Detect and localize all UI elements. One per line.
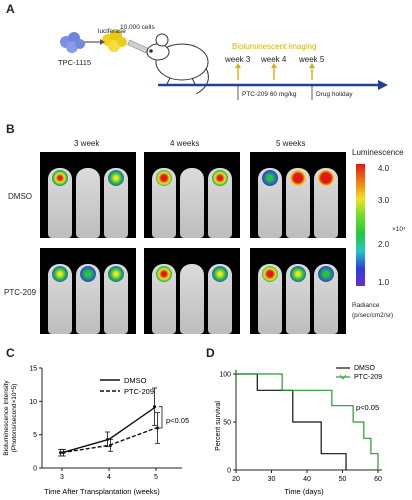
- panel-d-chart: 0 50 100 20 30 40 50 60 Percent survival Time (…: [215, 365, 382, 496]
- d-xtick-label: 60: [374, 476, 382, 483]
- c-legend-ptc: PTC-209: [124, 387, 154, 396]
- photo-dmso-5w: [250, 152, 346, 238]
- holiday-text: Drug holiday: [316, 91, 353, 98]
- c-point: [156, 426, 159, 430]
- photo-dmso-3w: [40, 152, 136, 238]
- d-xtick-label: 20: [232, 476, 240, 483]
- color-scale-bar: [356, 164, 365, 286]
- d-xlabel: Time (days): [284, 487, 324, 496]
- c-point: [59, 451, 62, 455]
- c-series-line-0: [61, 406, 157, 454]
- scale-exponent: ×10⁴: [392, 226, 406, 233]
- panel-c-chart: 0 5 10 15 3 4 5 Bioluminescence Intensity (Pho…: [3, 366, 189, 497]
- luciferase-text: luciferase: [98, 28, 126, 35]
- imaging-text: Bioluminescent imaging: [232, 42, 317, 51]
- panel-c-label: C: [6, 346, 15, 360]
- panel-d-label: D: [206, 346, 215, 360]
- scale-tick-3: 3.0: [378, 196, 390, 205]
- c-xtick-label: 3: [60, 474, 64, 481]
- c-ytick-label: 5: [33, 432, 37, 439]
- c-series-line-1: [61, 427, 157, 454]
- c-point: [153, 405, 156, 409]
- panel-a-diagram: [60, 30, 388, 100]
- week-arrows: [237, 68, 313, 80]
- cells-text: 10,000 cells: [120, 24, 155, 31]
- c-legend-dmso: DMSO: [124, 376, 147, 385]
- row-label-ptc: PTC-209: [4, 288, 37, 297]
- c-xtick-label: 4: [107, 474, 111, 481]
- d-ytick-label: 0: [227, 468, 231, 475]
- c-ytick-label: 10: [29, 399, 37, 406]
- d-legend-dmso: DMSO: [354, 365, 376, 372]
- panel-a-label: A: [6, 2, 15, 16]
- c-ytick-label: 0: [33, 466, 37, 473]
- c-xtick-label: 5: [154, 474, 158, 481]
- d-survival-line-1: [236, 373, 379, 470]
- mouse-icon: [146, 33, 209, 95]
- c-ylabel-2: (Photons/second×10^5): [11, 384, 18, 453]
- scale-tick-1: 1.0: [378, 278, 390, 287]
- row-label-dmso: DMSO: [8, 192, 32, 201]
- d-legend-ptc: PTC-209: [354, 374, 382, 381]
- scale-tick-2: 2.0: [378, 240, 390, 249]
- c-point: [106, 437, 109, 441]
- c-pvalue: p<0.05: [166, 416, 189, 425]
- d-xtick-label: 40: [303, 476, 311, 483]
- week-3-text: week 3: [225, 55, 251, 64]
- photo-dmso-4w: [144, 152, 240, 238]
- photo-ptc-4w: [144, 248, 240, 334]
- blue-cells-icon: [60, 32, 85, 53]
- scale-tick-4: 4.0: [378, 164, 390, 173]
- panel-b-label: B: [6, 122, 15, 136]
- d-xtick-label: 50: [339, 476, 347, 483]
- d-survival-line-0: [236, 373, 347, 470]
- photo-ptc-3w: [40, 248, 136, 334]
- d-ylabel: Percent survival: [215, 401, 222, 451]
- c-significance-bracket: [159, 406, 163, 429]
- d-xtick-label: 30: [268, 476, 276, 483]
- col-label-4w: 4 weeks: [170, 139, 200, 148]
- scale-title: Luminescence: [352, 148, 404, 157]
- c-ytick-label: 15: [29, 366, 37, 373]
- cell-line-text: TPC-1115: [58, 58, 92, 67]
- treatment-text: PTC-209 60 mg/kg: [242, 91, 297, 98]
- c-ylabel-1: Bioluminescence Intensity: [3, 380, 10, 456]
- d-ytick-label: 50: [223, 420, 231, 427]
- d-pvalue: p<0.05: [356, 403, 379, 412]
- d-ytick-label: 100: [219, 372, 231, 379]
- week-4-text: week 4: [261, 55, 287, 64]
- c-xlabel: Time After Transplantation (weeks): [44, 487, 160, 496]
- radiance-units: (p/sec/cm2/sr): [352, 312, 394, 319]
- c-point: [62, 451, 65, 455]
- col-label-5w: 5 weeks: [276, 139, 306, 148]
- d-legend-marker: [339, 374, 347, 380]
- col-label-3w: 3 week: [74, 139, 100, 148]
- radiance-label: Radiance: [352, 302, 380, 309]
- c-point: [109, 443, 112, 447]
- photo-ptc-5w: [250, 248, 346, 334]
- week-5-text: week 5: [299, 55, 325, 64]
- yellow-cells-icon: [102, 30, 127, 52]
